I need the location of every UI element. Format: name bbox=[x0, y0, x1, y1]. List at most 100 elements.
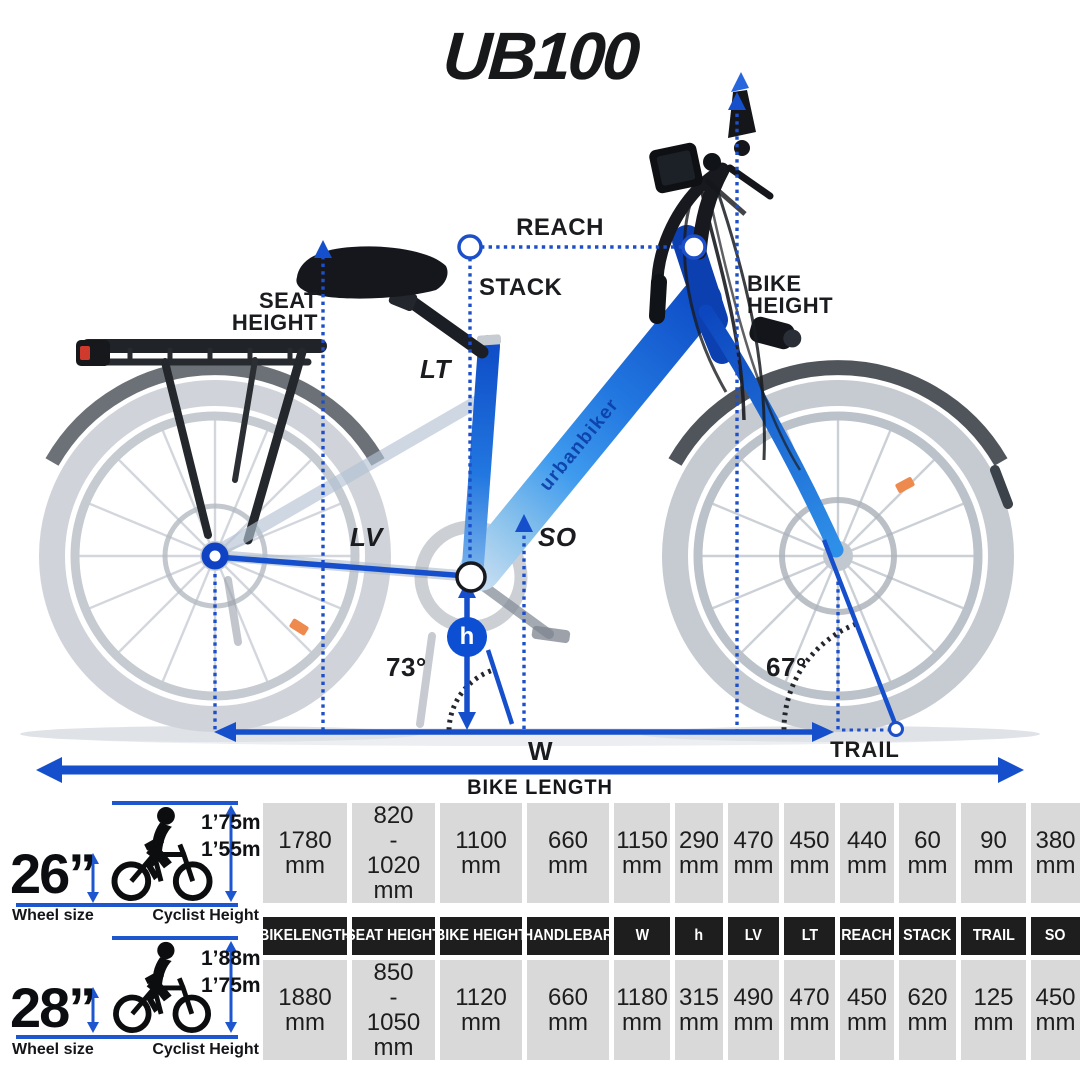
front-reflector bbox=[895, 477, 915, 493]
fork bbox=[698, 304, 844, 558]
lt-label: LT bbox=[420, 354, 451, 384]
head-tube-angle-label: 67° bbox=[766, 652, 807, 682]
bottom-rule bbox=[16, 903, 238, 907]
bottom-rule bbox=[16, 1035, 238, 1039]
cyclist-icon bbox=[111, 806, 213, 902]
spec-value: 440 mm bbox=[840, 803, 894, 903]
spec-value: 125 mm bbox=[961, 960, 1026, 1060]
w-arrow-left bbox=[214, 722, 236, 742]
spec-value: 1780 mm bbox=[263, 803, 347, 903]
brake-lever bbox=[726, 164, 774, 200]
trail-ground-marker bbox=[888, 721, 904, 737]
grip bbox=[649, 274, 667, 324]
wheel-size-arrow bbox=[87, 853, 99, 903]
h-badge bbox=[447, 617, 487, 657]
cyclist-heights: 1’88m 1’75m bbox=[201, 947, 261, 997]
seat-tube-extension-line bbox=[485, 649, 515, 725]
top-rule bbox=[112, 801, 238, 805]
phone-mount bbox=[728, 90, 756, 138]
kickstand bbox=[416, 632, 436, 728]
rear-fender bbox=[45, 360, 385, 466]
spec-value: 620 mm bbox=[899, 960, 956, 1060]
spec-value: 470 mm bbox=[784, 960, 835, 1060]
wheel-size-label: Wheel size bbox=[12, 907, 94, 924]
bike-length-arrow-right bbox=[998, 757, 1024, 783]
seat-tube-cap bbox=[476, 334, 502, 346]
brake-lever bbox=[704, 178, 747, 216]
spec-row-28: 1880 mm 850 - 1050 mm 1120 mm 660 mm 118… bbox=[263, 960, 1080, 1060]
bike-length-label: BIKE LENGTH bbox=[467, 776, 613, 799]
spec-value: 1880 mm bbox=[263, 960, 347, 1060]
spec-header: STACK bbox=[899, 917, 956, 955]
spec-header: REACH bbox=[840, 917, 894, 955]
cyclist-height-arrow bbox=[225, 805, 237, 902]
wheel-size-label: Wheel size bbox=[12, 1041, 94, 1058]
headlight bbox=[749, 316, 802, 350]
bike-illustration: urbanbiker bbox=[20, 72, 1040, 783]
seat-tube-angle-label: 73° bbox=[386, 652, 427, 682]
spec-value: 820 - 1020 mm bbox=[352, 803, 435, 903]
front-fender bbox=[668, 360, 1008, 466]
wheel-size-value: 28” bbox=[10, 976, 96, 1039]
spec-value: 1100 mm bbox=[440, 803, 522, 903]
spec-header: W bbox=[614, 917, 670, 955]
seat-height-label-line2: HEIGHT bbox=[231, 310, 318, 335]
down-tube bbox=[459, 279, 722, 591]
lv-line bbox=[216, 554, 468, 579]
steering-axis-line bbox=[821, 539, 899, 727]
bike-height-arrow-up bbox=[728, 92, 746, 110]
cyclist-height-label: Cyclist Height bbox=[152, 907, 259, 924]
h-arrow-down bbox=[458, 712, 476, 730]
spec-header: HANDLEBAR bbox=[523, 917, 613, 955]
brake-cable bbox=[714, 185, 766, 461]
cyclist-icon bbox=[113, 941, 211, 1034]
bike-geometry-diagram: urbanbiker bbox=[20, 72, 1040, 799]
spec-value: 60 mm bbox=[899, 803, 956, 903]
spec-header: h bbox=[675, 917, 723, 955]
shift-cable bbox=[683, 197, 728, 393]
spec-header: SO bbox=[1031, 917, 1080, 955]
spec-value: 450 mm bbox=[784, 803, 835, 903]
spec-value: 90 mm bbox=[961, 803, 1026, 903]
bike-height-label-line2: HEIGHT bbox=[747, 293, 834, 318]
display-unit bbox=[649, 142, 703, 194]
bell bbox=[703, 153, 721, 171]
cyclist-heights: 1’75m 1’55m bbox=[201, 811, 261, 861]
shift-cable bbox=[706, 189, 802, 471]
cyclist-height-label: Cyclist Height bbox=[152, 1041, 259, 1058]
annotation-lines bbox=[36, 92, 1024, 783]
rear-rack bbox=[81, 339, 327, 545]
spec-value: 1150 mm bbox=[614, 803, 670, 903]
h-label: h bbox=[459, 623, 475, 650]
wheel-size-value: 26” bbox=[10, 842, 96, 905]
spec-value: 450 mm bbox=[1031, 960, 1080, 1060]
tail-light bbox=[76, 340, 110, 366]
spec-row-26: 1780 mm 820 - 1020 mm 1100 mm 660 mm 115… bbox=[263, 803, 1080, 903]
spec-value: 850 - 1050 mm bbox=[352, 960, 435, 1060]
spec-header: BIKE HEIGHT bbox=[435, 917, 527, 955]
seat-tube bbox=[461, 335, 500, 589]
seat-height-arrow-up bbox=[314, 240, 332, 258]
spec-value: 1120 mm bbox=[440, 960, 522, 1060]
stack-top-marker bbox=[457, 234, 483, 260]
so-label: SO bbox=[538, 522, 577, 552]
reach-label: REACH bbox=[516, 214, 604, 241]
standover-arrow-up bbox=[515, 514, 533, 532]
bike-length-arrow-left bbox=[36, 757, 62, 783]
w-arrow-right bbox=[812, 722, 834, 742]
wheel-size-arrow bbox=[87, 987, 99, 1033]
spec-header: LV bbox=[728, 917, 779, 955]
spec-value: 290 mm bbox=[675, 803, 723, 903]
phone-mount-tip bbox=[731, 72, 749, 92]
top-rule bbox=[112, 936, 238, 940]
bike-height-label-line1: BIKE bbox=[747, 271, 802, 296]
wheel-26-block: 1’75m 1’55m 26” Wheel size Cyclist Heigh… bbox=[0, 797, 263, 927]
bottom-bracket-marker bbox=[455, 561, 487, 593]
spec-header: SEAT HEIGHT bbox=[346, 917, 441, 955]
head-angle-arc bbox=[781, 621, 857, 731]
wheel-28-block: 1’88m 1’75m 28” Wheel size Cyclist Heigh… bbox=[0, 931, 263, 1066]
seat-angle-arc bbox=[446, 667, 494, 731]
saddle bbox=[296, 246, 489, 359]
spec-value: 380 mm bbox=[1031, 803, 1080, 903]
